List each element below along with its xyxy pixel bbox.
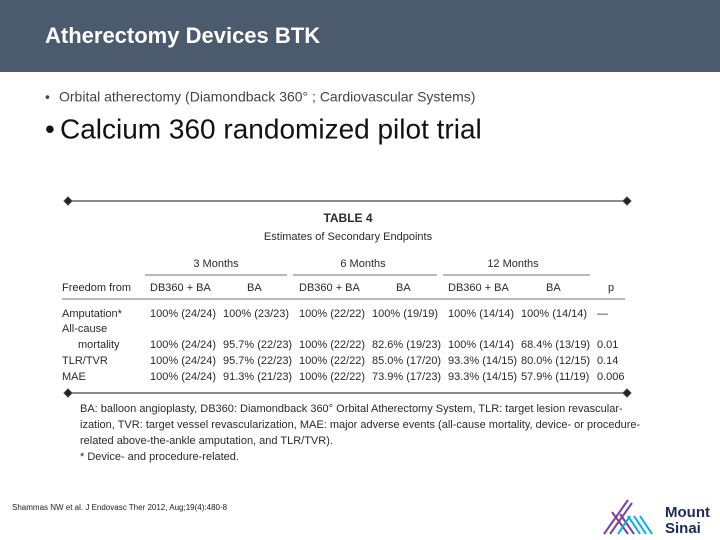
header-bar bbox=[0, 0, 720, 72]
table-cell: 0.006 bbox=[597, 371, 625, 383]
table-cell: 93.3% (14/15) bbox=[448, 371, 517, 383]
logo-text: Sinai bbox=[665, 520, 701, 537]
table-cell: — bbox=[597, 308, 608, 320]
table-cell: 100% (14/14) bbox=[448, 339, 514, 351]
table-cell: 100% (22/22) bbox=[299, 339, 365, 351]
logo-text: Mount bbox=[665, 504, 710, 521]
column-header: BA bbox=[546, 282, 561, 294]
table-cell: 100% (22/22) bbox=[299, 308, 365, 320]
table-cell: 100% (22/22) bbox=[299, 355, 365, 367]
row-label: All-cause bbox=[62, 323, 107, 335]
table-cell: 100% (22/22) bbox=[299, 371, 365, 383]
table-cell: 100% (23/23) bbox=[223, 308, 289, 320]
table-cell: 0.01 bbox=[597, 339, 618, 351]
table-cell: 100% (14/14) bbox=[521, 308, 587, 320]
table-cell: 100% (24/24) bbox=[150, 355, 216, 367]
footnote: BA: balloon angioplasty, DB360: Diamondb… bbox=[80, 403, 623, 415]
footnote: related above-the-ankle amputation, and … bbox=[80, 435, 333, 447]
column-header: BA bbox=[396, 282, 411, 294]
footnote: ization, TVR: target vessel revasculariz… bbox=[80, 419, 641, 431]
table-cell: 93.3% (14/15) bbox=[448, 355, 517, 367]
group-header: 12 Months bbox=[487, 258, 539, 270]
table-cell: 95.7% (22/23) bbox=[223, 355, 292, 367]
row-label: mortality bbox=[78, 339, 120, 351]
bullet-dot: • bbox=[45, 113, 55, 144]
column-header: Freedom from bbox=[62, 282, 131, 294]
bullet-dot: • bbox=[45, 89, 50, 105]
table-cell: 91.3% (21/23) bbox=[223, 371, 292, 383]
column-header: p bbox=[608, 282, 614, 294]
table-cell: 95.7% (22/23) bbox=[223, 339, 292, 351]
column-header: DB360 + BA bbox=[299, 282, 361, 294]
footnote: * Device- and procedure-related. bbox=[80, 451, 239, 463]
table-rules bbox=[62, 196, 632, 398]
bullet: Calcium 360 randomized pilot trial bbox=[60, 113, 482, 144]
row-label: MAE bbox=[62, 371, 86, 383]
column-header: BA bbox=[247, 282, 262, 294]
bullet: Orbital atherectomy (Diamondback 360° ; … bbox=[59, 89, 475, 105]
logo: Mount Sinai bbox=[603, 499, 710, 537]
table-subtitle: Estimates of Secondary Endpoints bbox=[264, 231, 433, 243]
table-cell: 73.9% (17/23) bbox=[372, 371, 441, 383]
table-cell: 100% (14/14) bbox=[448, 308, 514, 320]
column-header: DB360 + BA bbox=[448, 282, 510, 294]
slide-title: Atherectomy Devices BTK bbox=[45, 23, 320, 48]
table-cell: 0.14 bbox=[597, 355, 618, 367]
table-cell: 68.4% (13/19) bbox=[521, 339, 590, 351]
row-label: TLR/TVR bbox=[62, 355, 108, 367]
citation: Shammas NW et al. J Endovasc Ther 2012, … bbox=[12, 503, 228, 512]
group-header: 3 Months bbox=[193, 258, 239, 270]
table-cell: 57.9% (11/19) bbox=[521, 371, 589, 383]
table-title: TABLE 4 bbox=[323, 211, 372, 225]
table-cell: 100% (19/19) bbox=[372, 308, 438, 320]
table-cell: 100% (24/24) bbox=[150, 339, 216, 351]
table-cell: 80.0% (12/15) bbox=[521, 355, 590, 367]
table-cell: 100% (24/24) bbox=[150, 308, 216, 320]
row-label: Amputation* bbox=[62, 308, 123, 320]
table-cell: 100% (24/24) bbox=[150, 371, 216, 383]
group-header: 6 Months bbox=[340, 258, 386, 270]
table-cell: 82.6% (19/23) bbox=[372, 339, 441, 351]
column-header: DB360 + BA bbox=[150, 282, 212, 294]
table-cell: 85.0% (17/20) bbox=[372, 355, 441, 367]
